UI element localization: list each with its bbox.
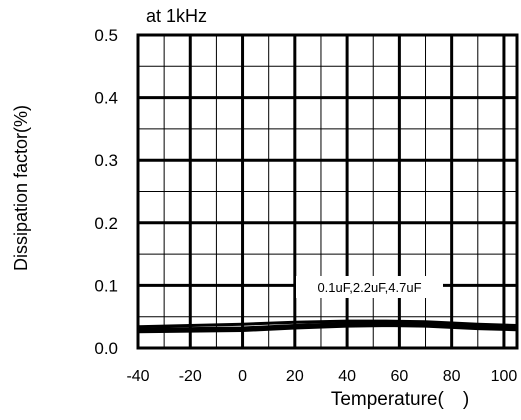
x-tick-label: 0 xyxy=(238,368,247,385)
x-tick-label: 20 xyxy=(286,368,304,385)
annotation-box xyxy=(296,276,443,298)
tick-labels: -40 -20 0 20 40 60 80 100 0.0 0.1 0.2 0.3 0.4 0.5 xyxy=(94,26,517,385)
annotation-label: 0.1uF,2.2uF,4.7uF xyxy=(317,280,421,295)
grid-major xyxy=(138,35,517,348)
y-tick-label: 0.4 xyxy=(94,89,118,108)
y-tick-label: 0.3 xyxy=(94,151,118,170)
series-group xyxy=(137,319,518,334)
x-axis-label: Temperature( ) xyxy=(331,389,469,410)
axis-labels: at 1kHz Temperature( ) Dissipation facto… xyxy=(11,6,469,410)
x-tick-label: 80 xyxy=(443,368,461,385)
y-tick-label: 0.2 xyxy=(94,214,118,233)
series-line-3 xyxy=(137,319,518,329)
x-tick-label: -20 xyxy=(179,368,202,385)
x-tick-label: -40 xyxy=(126,368,149,385)
x-tick-label: 60 xyxy=(390,368,408,385)
x-tick-label: 100 xyxy=(491,368,518,385)
annotation-group: 0.1uF,2.2uF,4.7uF xyxy=(296,276,443,298)
y-tick-label: 0.1 xyxy=(94,276,118,295)
plot-frame xyxy=(136,33,519,350)
y-tick-label: 0.0 xyxy=(94,339,118,358)
y-axis-label: Dissipation factor(%) xyxy=(11,105,31,271)
x-tick-label: 40 xyxy=(338,368,356,385)
chart-title: at 1kHz xyxy=(146,6,207,26)
y-tick-label: 0.5 xyxy=(94,26,118,45)
series-line-2 xyxy=(137,324,518,334)
series-line-1 xyxy=(137,321,518,331)
grid-minor xyxy=(138,35,517,348)
